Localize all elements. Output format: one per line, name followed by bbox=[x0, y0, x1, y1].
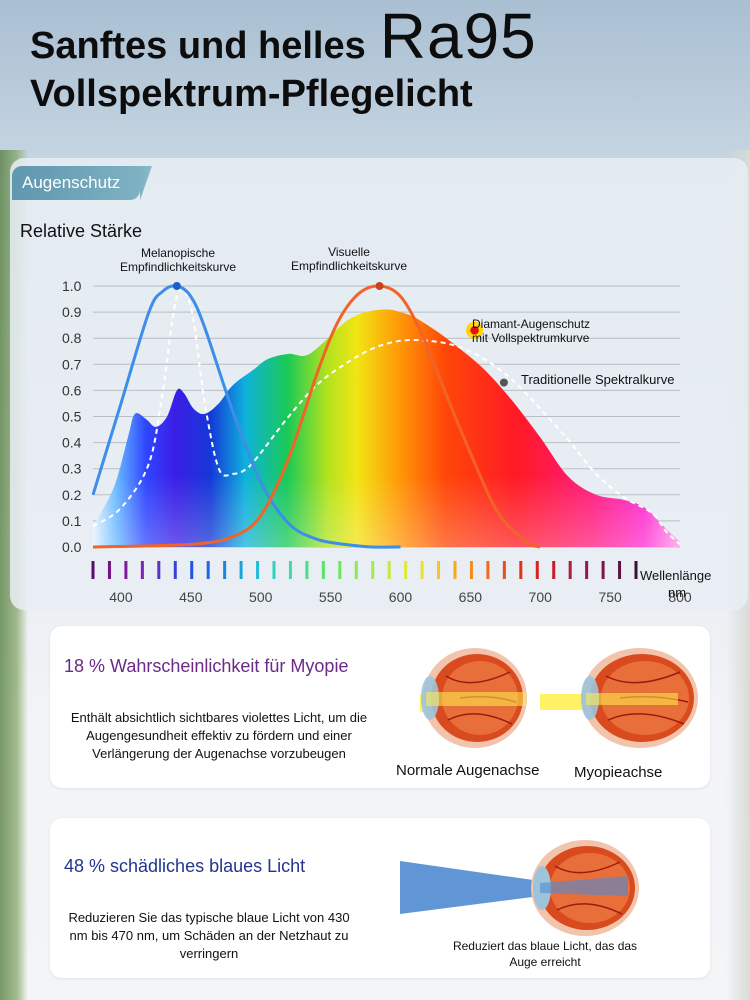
y-tick-label: 0.9 bbox=[62, 304, 82, 320]
myopia-eye-icon bbox=[540, 648, 698, 748]
spectrum-bar-segment bbox=[535, 561, 539, 579]
spectrum-bar-segment bbox=[354, 561, 358, 579]
spectrum-bar-segment bbox=[437, 561, 441, 579]
x-tick-label: 550 bbox=[319, 589, 343, 605]
chart-annotations: Melanopische Empfindlichkeitskurve Visuell… bbox=[120, 245, 674, 387]
spectrum-bar-segment bbox=[288, 561, 292, 579]
section-tab: Augenschutz bbox=[12, 166, 140, 200]
melanopic-peak-marker bbox=[172, 282, 181, 290]
y-tick-label: 0.6 bbox=[62, 382, 82, 398]
eye-diagrams bbox=[420, 648, 698, 748]
annotation-label: Diamant-Augenschutz mit Vollspektrumkurve bbox=[472, 317, 590, 345]
x-tick-label: 400 bbox=[109, 589, 133, 605]
y-tick-label: 0.7 bbox=[62, 356, 82, 372]
chart-lines bbox=[91, 284, 681, 549]
y-tick-label: 0.8 bbox=[62, 330, 82, 346]
bluelight-caption: Reduziert das blaue Licht, das das Auge … bbox=[452, 939, 638, 969]
spectrum-chart: 0.0 0.1 0.2 0.3 0.4 0.5 0.6 0.7 0.8 0.9 1.0 Melano… bbox=[62, 245, 711, 605]
visual-peak-marker bbox=[375, 282, 384, 290]
spectrum-bar-segment bbox=[469, 561, 473, 579]
x-tick-label: 500 bbox=[249, 589, 273, 605]
spectrum-area bbox=[93, 309, 680, 547]
x-tick-label: 450 bbox=[179, 589, 203, 605]
spectrum-bar-segment bbox=[107, 561, 111, 579]
spectrum-bar-segment bbox=[256, 561, 260, 579]
myopia-title: 18 % Wahrscheinlichkeit für Myopie bbox=[64, 656, 349, 676]
traditional-curve bbox=[92, 287, 681, 546]
spectrum-bar-segment bbox=[206, 561, 210, 579]
spectrum-bar-segment bbox=[190, 561, 194, 579]
blue-light-beam-icon bbox=[400, 861, 540, 914]
spectrum-bar-segment bbox=[568, 561, 572, 579]
spectrum-bar-segment bbox=[371, 561, 375, 579]
annotation-label: Melanopische Empfindlichkeitskurve bbox=[120, 246, 236, 274]
myopia-card: 18 % Wahrscheinlichkeit für Myopie Enthä… bbox=[50, 626, 710, 788]
spectrum-bar-segment bbox=[404, 561, 408, 579]
title-line-2: Vollspektrum-Pflegelicht bbox=[30, 73, 473, 115]
y-tick-label: 0.5 bbox=[62, 409, 82, 425]
visual-curve bbox=[92, 284, 541, 549]
x-tick-labels: 400 450 500 550 600 650 700 750 800 Wellenlänge nm bbox=[109, 568, 711, 605]
spectrum-bar-segment bbox=[387, 561, 391, 579]
diamond-curve-marker bbox=[466, 321, 484, 339]
bluelight-text: Reduzieren Sie das typische blaue Licht … bbox=[68, 910, 350, 961]
x-tick-label: 800 bbox=[668, 589, 692, 605]
eye-icon bbox=[531, 840, 639, 936]
page-title: Sanftes und helles Ra95 Vollspektrum-Pfl… bbox=[30, 0, 537, 122]
bluelight-title: 48 % schädliches blaues Licht bbox=[64, 856, 306, 876]
annotation-label: Traditionelle Spektralkurve bbox=[521, 372, 674, 387]
bluelight-card: 48 % schädliches blaues Licht Reduzieren… bbox=[50, 818, 710, 978]
spectrum-bar-segment bbox=[321, 561, 325, 579]
spectrum-bar-segment bbox=[124, 561, 128, 579]
spectrum-bar-segment bbox=[338, 561, 342, 579]
title-ra95: Ra95 bbox=[379, 0, 537, 72]
normal-axis-label: Normale Augenachse bbox=[396, 762, 540, 779]
x-axis-title: Wellenlänge bbox=[640, 568, 711, 583]
y-tick-label: 0.2 bbox=[62, 487, 82, 503]
spectrum-bar-segment bbox=[140, 561, 144, 579]
y-tick-label: 0.3 bbox=[62, 461, 82, 477]
x-tick-label: 650 bbox=[459, 589, 483, 605]
bluelight-eye-diagram bbox=[400, 840, 639, 936]
x-tick-label: 600 bbox=[389, 589, 413, 605]
y-tick-label: 1.0 bbox=[62, 278, 82, 294]
y-tick-labels: 0.0 0.1 0.2 0.3 0.4 0.5 0.6 0.7 0.8 0.9 1.0 bbox=[62, 278, 82, 555]
spectrum-bar-segment bbox=[502, 561, 506, 579]
title-line-1: Sanftes und helles bbox=[30, 25, 366, 67]
annotation-label: Visuelle Empfindlichkeitskurve bbox=[291, 245, 407, 273]
spectrum-bar-segment bbox=[519, 561, 523, 579]
y-tick-label: 0.0 bbox=[62, 539, 82, 555]
x-axis-unit: nm bbox=[668, 585, 686, 600]
y-tick-label: 0.1 bbox=[62, 513, 82, 529]
spectrum-bar-segment bbox=[601, 561, 605, 579]
myopia-text: Enthält absichtlich sichtbares violettes… bbox=[70, 710, 368, 761]
spectrum-fade bbox=[93, 309, 680, 547]
spectrum-bar-segment bbox=[91, 561, 95, 579]
y-tick-label: 0.4 bbox=[62, 435, 82, 451]
spectrum-bar-segment bbox=[453, 561, 457, 579]
spectrum-bar-segment bbox=[552, 561, 556, 579]
spectrum-bar-segment bbox=[157, 561, 161, 579]
x-tick-label: 700 bbox=[529, 589, 553, 605]
y-axis-title: Relative Stärke bbox=[20, 221, 143, 241]
spectrum-bar-segment bbox=[239, 561, 243, 579]
melanopic-curve bbox=[91, 284, 401, 549]
spectrum-bar-segment bbox=[618, 561, 622, 579]
wavelength-color-bar bbox=[91, 561, 638, 579]
spectrum-bar-segment bbox=[585, 561, 589, 579]
spectrum-bar-segment bbox=[223, 561, 227, 579]
spectrum-bar-segment bbox=[272, 561, 276, 579]
normal-eye-icon bbox=[420, 648, 527, 748]
spectrum-bar-segment bbox=[420, 561, 424, 579]
spectrum-bar-segment bbox=[305, 561, 309, 579]
spectrum-bar-segment bbox=[634, 561, 638, 579]
traditional-curve-marker bbox=[499, 378, 508, 387]
spectrum-bar-segment bbox=[486, 561, 490, 579]
myopia-axis-label: Myopieachse bbox=[574, 764, 663, 781]
spectrum-bar-segment bbox=[173, 561, 177, 579]
x-tick-label: 750 bbox=[598, 589, 622, 605]
